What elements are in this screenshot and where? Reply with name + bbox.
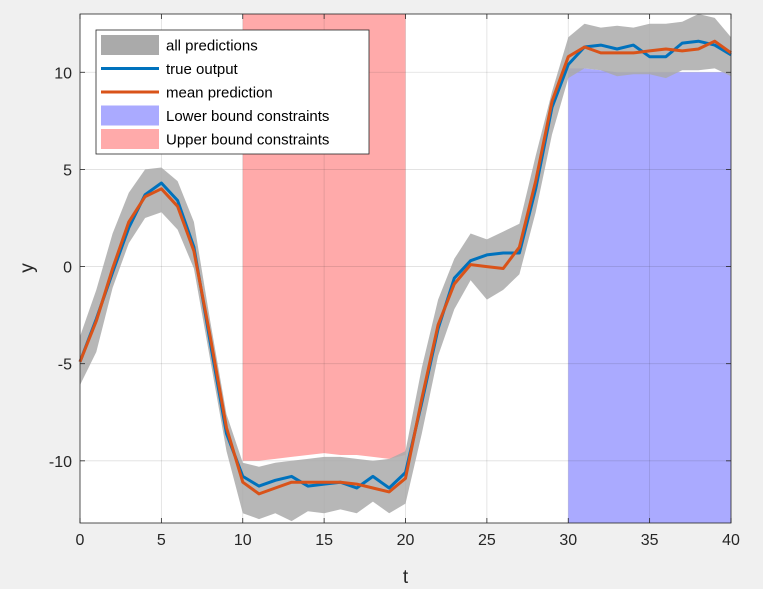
x-tick-label: 25 [478, 532, 496, 549]
legend-all-predictions-swatch [101, 35, 159, 55]
all-predictions-band [80, 14, 731, 522]
x-tick-label: 30 [559, 532, 577, 549]
x-axis-label: t [403, 567, 409, 588]
legend: all predictions true output mean predictio… [95, 29, 370, 155]
x-tick-label: 35 [641, 532, 659, 549]
prediction-band [80, 14, 731, 522]
mean-prediction-line [78, 39, 732, 496]
x-tick-label: 20 [397, 532, 415, 549]
y-axis-label: y [17, 263, 38, 273]
legend-upper-bound-label: Upper bound constraints [166, 132, 329, 149]
y-tick-label: 0 [63, 260, 72, 277]
lower-bound-region [568, 68, 731, 524]
y-tick-label: 5 [63, 162, 72, 179]
legend-mean-prediction-label: mean prediction [166, 85, 273, 102]
legend-lower-bound-swatch [101, 105, 159, 126]
series-lines [78, 39, 732, 496]
legend-lower-bound-label: Lower bound constraints [166, 108, 329, 125]
y-tick-label: 10 [54, 65, 72, 82]
y-tick-label: -5 [58, 357, 72, 374]
y-tick-label: -10 [49, 454, 72, 471]
x-tick-label: 40 [722, 532, 740, 549]
legend-all-predictions-label: all predictions [166, 38, 258, 55]
x-tick-label: 0 [76, 532, 85, 549]
x-tick-label: 15 [315, 532, 333, 549]
legend-true-output-label: true output [166, 61, 239, 78]
axis-ticks: 0 5 10 15 20 25 30 35 40 -10 -5 0 5 10 [49, 14, 740, 549]
legend-upper-bound-swatch [101, 129, 159, 149]
x-tick-label: 5 [157, 532, 166, 549]
x-tick-label: 10 [234, 532, 252, 549]
